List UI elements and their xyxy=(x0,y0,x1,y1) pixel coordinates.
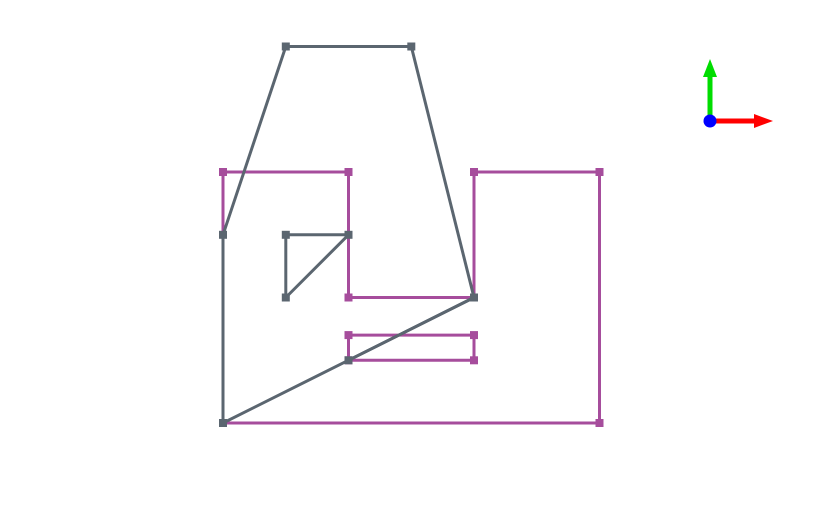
inner-slot-rectangle xyxy=(344,331,478,365)
vertex-marker xyxy=(219,168,227,176)
vertex-marker xyxy=(470,331,478,340)
vertex-marker xyxy=(470,356,478,365)
vertex-marker xyxy=(281,230,290,239)
vertex-marker xyxy=(470,293,478,302)
axis-triad xyxy=(703,59,773,128)
outer-notched-outline-edges xyxy=(221,170,601,425)
inner-slot-rectangle-edges xyxy=(347,333,476,362)
vertex-marker xyxy=(219,230,227,239)
vertex-marker xyxy=(344,293,353,302)
vertex-marker xyxy=(595,419,604,427)
vertex-marker xyxy=(407,42,416,51)
vertex-marker xyxy=(470,168,478,176)
vertex-marker xyxy=(344,168,353,176)
vertex-marker xyxy=(595,168,604,176)
x-axis-arrowhead xyxy=(754,114,773,128)
vertex-marker xyxy=(281,293,290,302)
vertex-marker xyxy=(219,419,227,427)
gray-chord-edges xyxy=(347,296,475,362)
vertex-marker xyxy=(344,230,353,239)
outer-notched-outline xyxy=(219,168,604,427)
vertex-marker xyxy=(344,356,353,365)
small-triangle xyxy=(281,230,353,302)
z-axis-origin-dot xyxy=(703,114,717,128)
vertex-marker xyxy=(344,331,353,340)
vertex-marker xyxy=(281,42,290,51)
y-axis-arrowhead xyxy=(703,59,717,77)
shapes-layer xyxy=(219,42,604,427)
small-triangle-edges xyxy=(284,233,350,299)
gray-chord xyxy=(344,293,478,365)
